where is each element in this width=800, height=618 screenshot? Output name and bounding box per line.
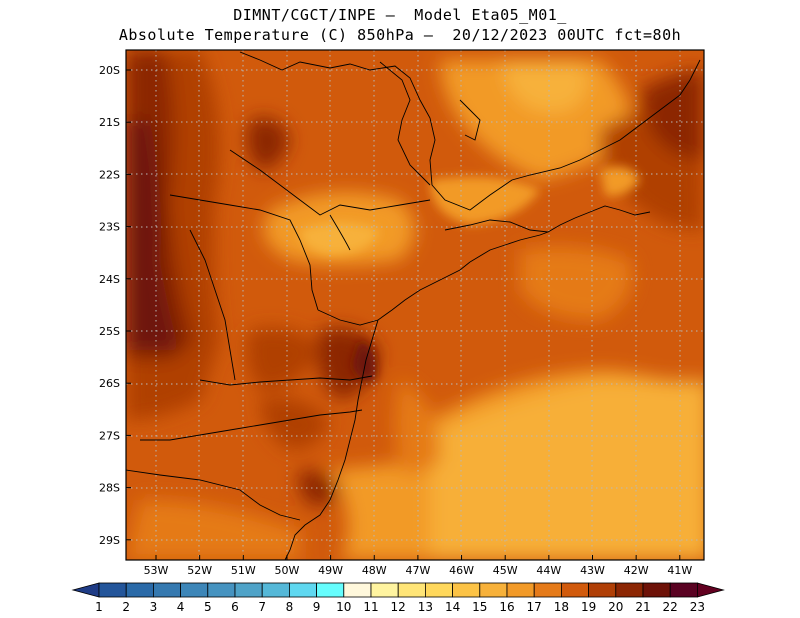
- lon-tick-label: 50W: [275, 564, 300, 577]
- colorbar-segment: [234, 582, 263, 598]
- lon-tick-label: 52W: [187, 564, 212, 577]
- lon-tick-label: 51W: [231, 564, 256, 577]
- lon-tick-label: 41W: [667, 564, 692, 577]
- colorbar-arrow-high: [697, 582, 725, 598]
- lat-tick-label: 27S: [99, 429, 120, 442]
- lat-tick-label: 29S: [99, 534, 120, 547]
- colorbar-segment: [452, 582, 481, 598]
- colorbar-segment: [288, 582, 317, 598]
- colorbar-label: 2: [122, 600, 130, 614]
- lat-tick-label: 21S: [99, 116, 120, 129]
- colorbar-segment: [669, 582, 698, 598]
- colorbar-label: 16: [499, 600, 514, 614]
- colorbar-label: 21: [635, 600, 650, 614]
- colorbar-label: 17: [527, 600, 542, 614]
- plot-frame: [125, 49, 705, 561]
- lon-tick-label: 46W: [449, 564, 474, 577]
- lon-tick-label: 49W: [318, 564, 343, 577]
- colorbar-label: 9: [313, 600, 321, 614]
- lat-tick-label: 22S: [99, 168, 120, 181]
- lon-tick-label: 44W: [536, 564, 561, 577]
- lat-tick-label: 25S: [99, 325, 120, 338]
- colorbar-label: 7: [258, 600, 266, 614]
- colorbar-label: 19: [581, 600, 596, 614]
- colorbar-segment: [424, 582, 453, 598]
- temperature-field: [126, 50, 704, 560]
- colorbar-label: 13: [418, 600, 433, 614]
- colorbar-segment: [98, 582, 127, 598]
- colorbar-segment: [642, 582, 671, 598]
- latitude-axis: 20S 21S 22S 23S 24S 25S 26S 27S 28S 29S: [99, 64, 131, 547]
- colorbar-segment: [261, 582, 290, 598]
- lon-tick-label: 45W: [493, 564, 518, 577]
- colorbar-label: 14: [445, 600, 460, 614]
- colorbar-segment: [343, 582, 372, 598]
- colorbar-segment: [125, 582, 154, 598]
- colorbar-segment: [561, 582, 590, 598]
- lat-tick-label: 26S: [99, 377, 120, 390]
- colorbar-segment: [207, 582, 236, 598]
- colorbar-label: 5: [204, 600, 212, 614]
- lon-tick-label: 47W: [405, 564, 430, 577]
- longitude-axis: 53W 52W 51W 50W 49W 48W 47W 46W 45W 44W 43W 42W 41W: [144, 555, 692, 577]
- lon-tick-label: 48W: [362, 564, 387, 577]
- colorbar-segment: [615, 582, 644, 598]
- colorbar: 1 2 3 4 5 6 7 8 9 10 11 12 13 14 15 16 17 18 19 20 21 22 23: [71, 582, 725, 614]
- colorbar-segment: [588, 582, 617, 598]
- chart-title-line2: Absolute Temperature (C) 850hPa – 20/12/…: [118, 26, 682, 44]
- lat-tick-label: 28S: [99, 482, 120, 495]
- coastline-borders: [126, 51, 701, 560]
- colorbar-label: 15: [472, 600, 487, 614]
- colorbar-label: 18: [554, 600, 569, 614]
- chart-title-line1: DIMNT/CGCT/INPE – Model Eta05_M01_: [233, 6, 567, 24]
- lon-tick-label: 42W: [624, 564, 649, 577]
- colorbar-segment: [397, 582, 426, 598]
- colorbar-segment: [316, 582, 345, 598]
- colorbar-segment: [152, 582, 181, 598]
- lat-tick-label: 20S: [99, 64, 120, 77]
- colorbar-label: 3: [150, 600, 158, 614]
- colorbar-label: 1: [95, 600, 103, 614]
- colorbar-segment: [533, 582, 562, 598]
- colorbar-segment: [479, 582, 508, 598]
- lat-tick-label: 24S: [99, 273, 120, 286]
- colorbar-segment: [370, 582, 399, 598]
- colorbar-arrow-low: [71, 582, 100, 598]
- colorbar-label: 8: [286, 600, 294, 614]
- colorbar-segment: [180, 582, 209, 598]
- colorbar-label: 12: [391, 600, 406, 614]
- lat-tick-label: 23S: [99, 221, 120, 234]
- colorbar-label: 20: [608, 600, 623, 614]
- colorbar-label: 23: [690, 600, 705, 614]
- colorbar-label: 6: [231, 600, 239, 614]
- colorbar-segment: [506, 582, 535, 598]
- colorbar-label: 22: [663, 600, 678, 614]
- colorbar-label: 4: [177, 600, 185, 614]
- colorbar-label: 11: [363, 600, 378, 614]
- lon-tick-label: 53W: [144, 564, 169, 577]
- lon-tick-label: 43W: [580, 564, 605, 577]
- colorbar-label: 10: [336, 600, 351, 614]
